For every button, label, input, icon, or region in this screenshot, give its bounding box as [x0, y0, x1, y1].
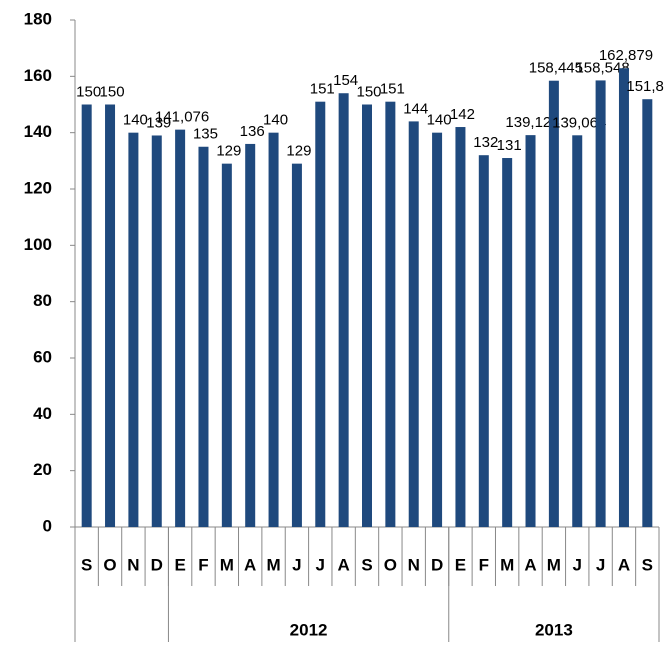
data-label: 139,124 — [505, 114, 559, 131]
data-label: 140 — [427, 112, 452, 129]
data-label: 150 — [356, 83, 381, 100]
bar — [478, 155, 489, 527]
bar — [315, 101, 326, 527]
x-tick-label: S — [81, 555, 92, 574]
x-tick-label: D — [151, 555, 163, 574]
x-tick-label: O — [384, 555, 397, 574]
x-tick-label: N — [408, 555, 420, 574]
x-tick-label: F — [198, 555, 208, 574]
data-label: 132 — [473, 134, 498, 151]
bar — [105, 104, 116, 527]
bar — [198, 146, 209, 527]
x-tick-label: M — [266, 555, 280, 574]
data-label: 129 — [286, 143, 311, 160]
x-tick-label: J — [596, 555, 605, 574]
bar — [221, 163, 232, 527]
y-tick-label: 120 — [24, 178, 52, 197]
data-label: 158,548 — [575, 59, 629, 76]
bar — [385, 101, 396, 527]
bar — [455, 127, 466, 528]
data-label: 162,879 — [599, 47, 653, 64]
data-label: 140 — [123, 112, 148, 129]
x-tick-label: J — [316, 555, 325, 574]
x-tick-label: J — [573, 555, 582, 574]
y-tick-label: 140 — [24, 122, 52, 141]
x-tick-label: M — [547, 555, 561, 574]
data-label: 131 — [497, 137, 522, 154]
data-label: 136 — [240, 123, 265, 140]
x-tick-label: J — [292, 555, 301, 574]
x-tick-label: F — [479, 555, 489, 574]
x-tick-label: A — [524, 555, 536, 574]
data-label: 139,064 — [552, 114, 606, 131]
group-label: 2013 — [535, 620, 573, 639]
x-tick-label: O — [103, 555, 116, 574]
bar — [408, 121, 419, 528]
bar — [362, 104, 372, 527]
data-label: 129 — [216, 143, 241, 160]
bar — [268, 132, 279, 527]
bar — [502, 158, 513, 527]
y-tick-label: 60 — [33, 347, 52, 366]
bar — [595, 80, 606, 528]
bar — [338, 93, 349, 527]
data-label: 150 — [100, 83, 125, 100]
y-tick-label: 20 — [33, 460, 52, 479]
data-label: 151 — [380, 81, 405, 98]
x-tick-label: S — [642, 555, 653, 574]
x-tick-label: A — [244, 555, 256, 574]
bar — [525, 135, 536, 527]
data-label: 142 — [450, 106, 475, 123]
bar — [245, 143, 256, 527]
data-label: 144 — [403, 100, 428, 117]
x-tick-label: D — [431, 555, 443, 574]
y-tick-label: 100 — [24, 235, 52, 254]
bar — [151, 135, 162, 527]
data-label: 151,88 — [626, 78, 664, 95]
x-tick-label: A — [337, 555, 349, 574]
bar — [291, 163, 302, 527]
data-label: 151 — [310, 81, 335, 98]
bar — [81, 104, 92, 527]
bar — [572, 135, 583, 527]
x-tick-label: E — [174, 555, 185, 574]
data-label: 150 — [76, 83, 101, 100]
bar — [548, 80, 559, 527]
y-tick-label: 40 — [33, 404, 52, 423]
y-tick-label: 0 — [43, 516, 52, 535]
y-tick-label: 160 — [24, 66, 52, 85]
group-label: 2012 — [290, 620, 328, 639]
x-tick-label: M — [500, 555, 514, 574]
x-tick-label: N — [127, 555, 139, 574]
bar — [618, 68, 629, 527]
data-label: 135 — [193, 126, 218, 143]
data-label: 154 — [333, 72, 358, 89]
x-tick-label: M — [220, 555, 234, 574]
data-label: 141,076 — [155, 109, 209, 126]
bar — [642, 99, 653, 528]
bar — [175, 129, 186, 528]
x-tick-label: S — [361, 555, 372, 574]
x-tick-label: E — [455, 555, 466, 574]
data-label: 139 — [146, 114, 171, 131]
data-label: 140 — [263, 112, 288, 129]
x-tick-label: A — [618, 555, 630, 574]
data-label: 158,445 — [529, 60, 583, 77]
bar — [128, 132, 139, 527]
y-tick-label: 180 — [24, 9, 52, 28]
y-tick-label: 80 — [33, 291, 52, 310]
bar — [432, 132, 443, 527]
